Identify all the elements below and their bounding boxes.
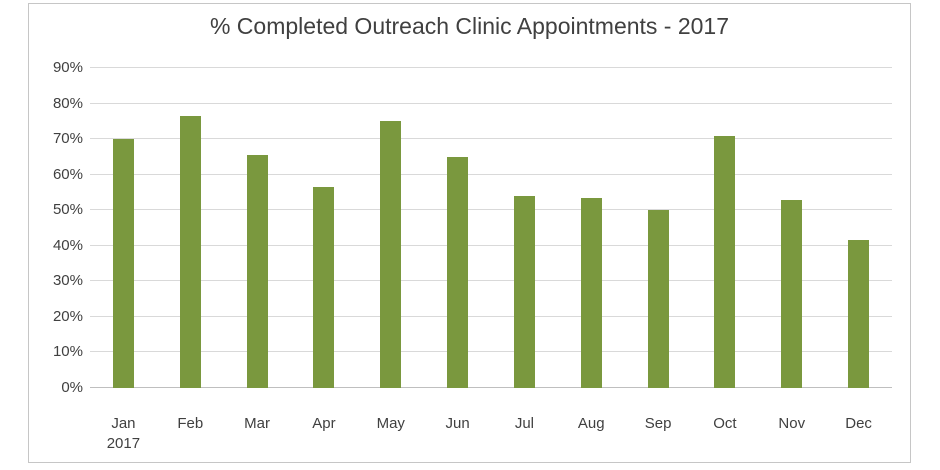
gridline-80 [90,102,892,104]
bar-oct[interactable] [714,135,736,388]
x-axis-line [90,387,892,388]
gridline-10 [90,351,892,353]
y-tick-label-80: 80% [52,94,83,112]
gridline-40 [90,244,892,246]
x-tick-label-aug: Aug [577,415,605,432]
x-tick-label-jun: Jun [445,415,470,432]
y-tick-label-90: 90% [52,59,83,76]
plot-area [90,67,892,388]
bar-apr[interactable] [313,187,335,388]
bar-jan[interactable] [112,139,134,388]
gridline-50 [90,209,892,211]
bar-jul[interactable] [513,196,535,388]
x-tick-label-feb: Feb [177,415,204,432]
x-tick-label-apr: Apr [312,415,336,432]
bar-mar[interactable] [246,155,268,388]
bar-dec[interactable] [848,240,870,388]
x-secondary-label-year: 2017 [106,435,141,452]
bar-jun[interactable] [447,156,469,388]
y-tick-label-40: 40% [52,236,83,254]
bar-aug[interactable] [580,197,602,388]
y-tick-label-50: 50% [52,201,83,219]
bar-may[interactable] [380,121,402,388]
x-tick-label-sep: Sep [644,415,672,432]
x-tick-label-nov: Nov [778,415,806,432]
y-tick-label-60: 60% [52,165,83,183]
gridline-60 [90,173,892,175]
x-tick-label-jul: Jul [514,415,534,432]
gridline-70 [90,138,892,140]
y-tick-label-70: 70% [52,130,83,148]
gridline-30 [90,280,892,282]
x-tick-label-mar: Mar [244,415,270,432]
gridline-90 [90,67,892,68]
x-tick-label-may: May [376,415,405,432]
bar-sep[interactable] [647,210,669,388]
x-tick-label-jan: Jan [111,415,136,432]
chart-container: % Completed Outreach Clinic Appointments… [28,3,911,463]
y-tick-label-20: 20% [52,307,83,325]
bar-feb[interactable] [179,116,201,388]
y-tick-label-0: 0% [61,379,83,396]
chart-title: % Completed Outreach Clinic Appointments… [209,13,730,39]
x-tick-label-oct: Oct [713,415,737,432]
bar-nov[interactable] [781,199,803,388]
y-tick-label-10: 10% [52,343,83,361]
x-tick-label-dec: Dec [845,415,872,432]
y-tick-label-30: 30% [52,272,83,290]
gridline-20 [90,315,892,317]
